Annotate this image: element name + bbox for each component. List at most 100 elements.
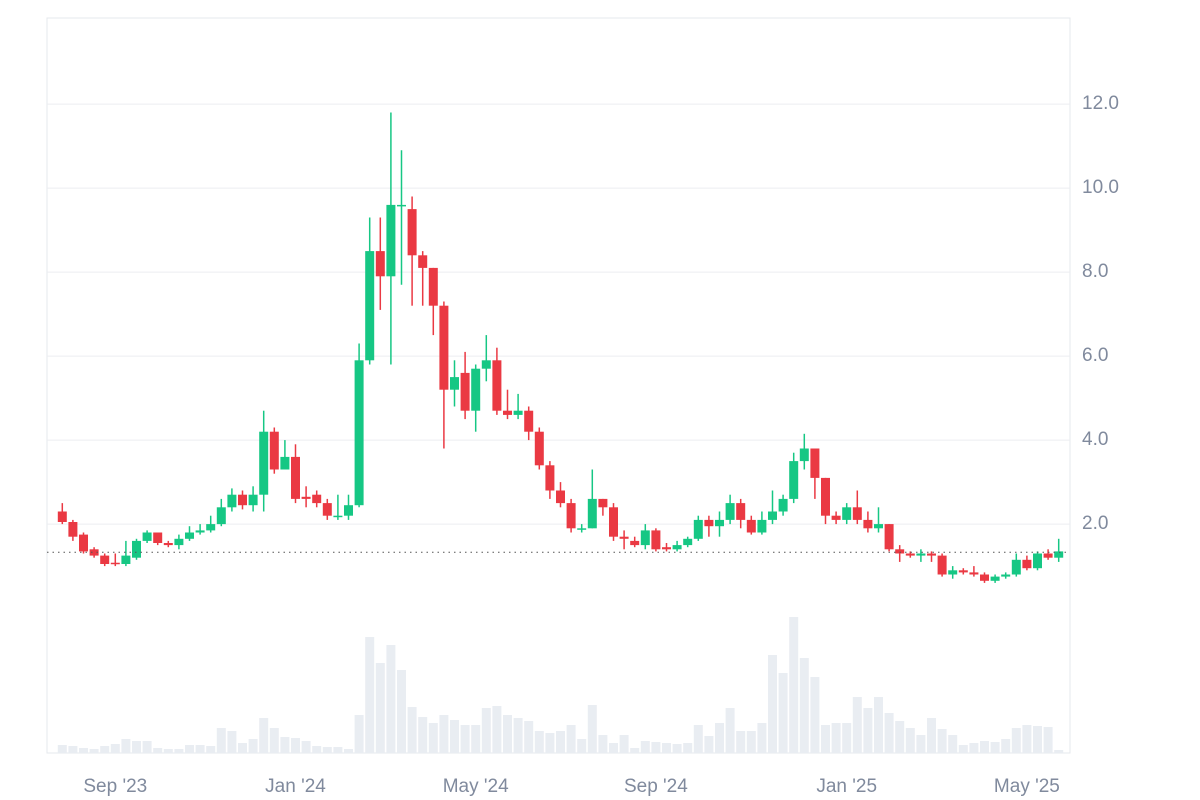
candle-body <box>513 410 523 415</box>
volume-bar <box>662 743 671 753</box>
volume-bar <box>185 745 194 753</box>
volume-bar <box>216 728 226 753</box>
volume-bar <box>736 731 746 753</box>
candle-body <box>768 511 777 520</box>
volume-bar <box>598 735 608 753</box>
candle-body <box>301 496 311 499</box>
volume-bar <box>68 746 78 753</box>
volume-bar <box>577 739 587 753</box>
volume-bar <box>524 721 534 753</box>
y-tick-label: 6.0 <box>1082 345 1108 366</box>
candle-body <box>206 524 216 531</box>
volume-bar <box>619 735 629 753</box>
volume-bar <box>79 748 88 753</box>
candle-body <box>365 251 375 361</box>
volume-bar <box>831 723 841 753</box>
volume-bar <box>503 715 512 753</box>
candle-body <box>693 519 703 539</box>
volume-bar <box>969 743 979 753</box>
candle-body <box>884 524 894 550</box>
volume-bar <box>895 721 905 753</box>
candle-body <box>375 251 385 277</box>
candle-body <box>895 549 905 554</box>
volume-bar <box>757 723 767 753</box>
candle-body <box>556 490 565 504</box>
candle-body <box>291 456 300 499</box>
candle-body <box>121 555 131 564</box>
candle-body <box>216 507 226 525</box>
candle-body <box>704 519 714 527</box>
volume-bar <box>513 718 523 753</box>
candle-body <box>418 255 428 268</box>
volume-bar <box>259 718 269 753</box>
volume-bar <box>269 728 279 753</box>
volume-bar <box>248 739 258 753</box>
candle-body <box>619 536 629 539</box>
candle-body <box>598 498 608 508</box>
volume-bar <box>238 743 247 753</box>
candle-body <box>471 368 481 411</box>
candle-body <box>57 511 67 522</box>
volume-bar <box>481 708 491 753</box>
candle-body <box>386 204 396 277</box>
candle-body <box>89 549 99 556</box>
volume-bar <box>640 741 650 753</box>
candle-body <box>916 553 926 556</box>
candle-body <box>852 507 862 520</box>
candle-body <box>68 522 78 537</box>
y-tick-label: 4.0 <box>1082 429 1108 450</box>
volume-bar <box>672 744 682 753</box>
candle-body <box>821 477 830 516</box>
volume-bar <box>354 715 364 753</box>
volume-bar <box>375 663 385 753</box>
candle-body <box>524 410 534 432</box>
candle-body <box>1011 559 1021 575</box>
volume-bar <box>1001 739 1011 753</box>
volume-bar <box>439 715 449 753</box>
x-tick-label: Sep '23 <box>83 776 147 797</box>
candle-body <box>937 555 947 575</box>
candle-body <box>312 494 322 504</box>
candle-body <box>248 494 258 506</box>
candle-body <box>259 431 269 495</box>
volume-bar <box>174 749 184 753</box>
volume-bar <box>1033 726 1042 753</box>
candle-body <box>174 538 184 546</box>
candle-body <box>354 360 364 506</box>
volume-bar <box>1022 725 1032 753</box>
candle-body <box>842 507 852 520</box>
candle-body <box>905 553 915 556</box>
candle-body <box>344 505 353 516</box>
volume-bar <box>566 725 576 753</box>
volume-bar <box>153 748 163 753</box>
candle-body <box>492 360 502 411</box>
candle-body <box>132 540 141 558</box>
candle-body <box>725 503 735 520</box>
candle-body <box>980 574 989 581</box>
candle-body <box>407 209 417 256</box>
candle-body <box>1001 574 1011 577</box>
volume-bar <box>471 725 481 753</box>
candle-body <box>238 494 247 506</box>
x-tick-label: May '24 <box>443 776 509 797</box>
volume-bar <box>630 748 640 753</box>
volume-bar <box>301 741 311 753</box>
candle-body <box>397 204 406 207</box>
volume-bar <box>110 744 120 753</box>
candle-body <box>683 538 693 546</box>
volume-bar <box>492 706 502 753</box>
volume-bar <box>852 697 862 753</box>
volume-bar <box>715 723 724 753</box>
volume-bar <box>291 738 300 753</box>
candle-body <box>1054 551 1064 558</box>
volume-bar <box>312 746 322 753</box>
volume-bar <box>927 718 936 753</box>
candle-body <box>1033 553 1042 569</box>
volume-bar <box>746 731 756 753</box>
candle-body <box>715 519 724 527</box>
x-tick-label: Jan '24 <box>265 776 326 797</box>
candle-body <box>110 562 120 565</box>
candle-body <box>609 507 618 537</box>
candle-body <box>481 360 491 369</box>
